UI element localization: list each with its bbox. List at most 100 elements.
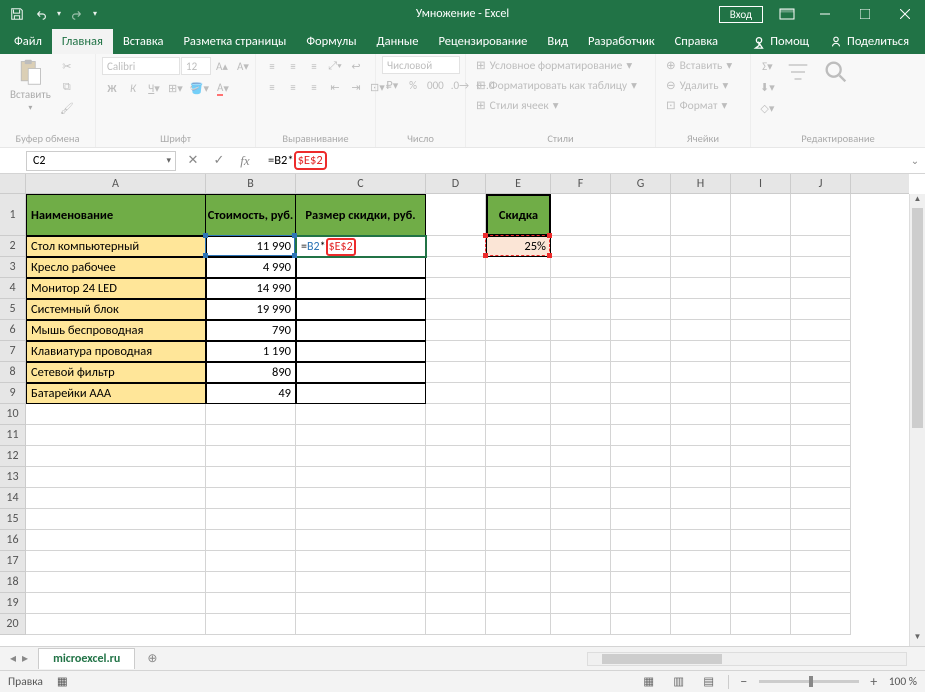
col-header-C[interactable]: C <box>296 174 426 193</box>
delete-cells-button[interactable]: ⊖ Удалить ▾ <box>662 76 732 95</box>
cell[interactable]: 49 <box>206 383 296 404</box>
tab-insert[interactable]: Вставка <box>113 29 174 54</box>
close-button[interactable] <box>885 0 925 28</box>
col-header-A[interactable]: A <box>26 174 206 193</box>
cell[interactable] <box>296 551 426 572</box>
name-box[interactable]: C2 <box>26 151 176 171</box>
cell[interactable] <box>296 299 426 320</box>
font-family-select[interactable] <box>102 57 180 75</box>
cell[interactable] <box>296 488 426 509</box>
cell[interactable] <box>791 320 851 341</box>
cell[interactable] <box>296 530 426 551</box>
cell[interactable]: Стол компьютерный <box>26 236 206 257</box>
cell[interactable] <box>791 299 851 320</box>
number-format-select[interactable] <box>382 56 460 74</box>
cell[interactable] <box>791 488 851 509</box>
tab-view[interactable]: Вид <box>537 29 578 54</box>
cell[interactable] <box>26 530 206 551</box>
cell[interactable] <box>731 425 791 446</box>
cell[interactable] <box>671 362 731 383</box>
cell[interactable]: Стоимость, руб. <box>206 194 296 236</box>
cell[interactable] <box>611 593 671 614</box>
cell[interactable] <box>731 257 791 278</box>
cell[interactable]: =B2* $E$2 <box>296 236 426 257</box>
cell[interactable] <box>611 383 671 404</box>
cell[interactable] <box>206 488 296 509</box>
cell[interactable] <box>551 488 611 509</box>
cell[interactable] <box>486 446 551 467</box>
align-left-icon[interactable]: ≡ <box>262 77 282 97</box>
align-center-icon[interactable]: ≡ <box>283 77 303 97</box>
cell[interactable] <box>551 320 611 341</box>
cell[interactable] <box>791 614 851 635</box>
cell[interactable] <box>551 425 611 446</box>
cell[interactable] <box>791 404 851 425</box>
cell[interactable] <box>671 593 731 614</box>
cell[interactable] <box>731 278 791 299</box>
font-size-select[interactable] <box>181 57 211 75</box>
cell[interactable] <box>551 509 611 530</box>
format-as-table-button[interactable]: ⊞ Форматировать как таблицу ▾ <box>472 76 641 95</box>
cell[interactable] <box>611 341 671 362</box>
cell[interactable] <box>671 425 731 446</box>
row-header-2[interactable]: 2 <box>0 236 25 257</box>
fill-color-icon[interactable]: 🪣▾ <box>187 78 212 98</box>
cell[interactable] <box>206 614 296 635</box>
cell[interactable] <box>426 551 486 572</box>
cell[interactable] <box>296 383 426 404</box>
conditional-formatting-button[interactable]: ⊞ Условное форматирование ▾ <box>472 56 636 75</box>
cell[interactable] <box>611 551 671 572</box>
cell[interactable] <box>671 530 731 551</box>
cell[interactable] <box>296 593 426 614</box>
increase-indent-icon[interactable]: ⇥ <box>346 77 366 97</box>
clear-icon[interactable]: ◇▾ <box>757 98 778 118</box>
cell[interactable] <box>551 593 611 614</box>
enter-formula-icon[interactable]: ✓ <box>210 153 228 169</box>
undo-icon[interactable] <box>30 3 52 25</box>
cell[interactable] <box>426 383 486 404</box>
tab-formulas[interactable]: Формулы <box>296 29 366 54</box>
cell[interactable]: 1 190 <box>206 341 296 362</box>
cell[interactable] <box>731 446 791 467</box>
autosum-icon[interactable]: Σ▾ <box>757 56 778 76</box>
row-header-3[interactable]: 3 <box>0 257 25 278</box>
cell[interactable] <box>611 509 671 530</box>
col-header-J[interactable]: J <box>791 174 851 193</box>
normal-view-icon[interactable]: ▦ <box>638 674 660 690</box>
decrease-font-icon[interactable]: A▾ <box>233 56 253 76</box>
cell[interactable] <box>731 320 791 341</box>
cell[interactable]: 25% <box>486 236 551 257</box>
row-header-16[interactable]: 16 <box>0 530 25 551</box>
cell[interactable] <box>731 509 791 530</box>
sort-filter-button[interactable] <box>780 56 816 88</box>
cell[interactable] <box>791 257 851 278</box>
cell[interactable] <box>486 530 551 551</box>
cell[interactable] <box>671 341 731 362</box>
horizontal-scroll-thumb[interactable] <box>602 654 722 664</box>
cell[interactable] <box>486 509 551 530</box>
cell[interactable] <box>426 614 486 635</box>
col-header-I[interactable]: I <box>731 174 791 193</box>
cell[interactable] <box>731 572 791 593</box>
cell[interactable] <box>26 551 206 572</box>
tab-developer[interactable]: Разработчик <box>578 29 665 54</box>
share-button[interactable]: Поделиться <box>819 29 919 54</box>
cell[interactable] <box>206 467 296 488</box>
cell[interactable] <box>671 467 731 488</box>
col-header-B[interactable]: B <box>206 174 296 193</box>
cell[interactable] <box>296 467 426 488</box>
row-header-11[interactable]: 11 <box>0 425 25 446</box>
row-header-1[interactable]: 1 <box>0 194 25 236</box>
cell[interactable]: Мышь беспроводная <box>26 320 206 341</box>
cell[interactable] <box>426 362 486 383</box>
login-button[interactable]: Вход <box>719 6 763 23</box>
cell[interactable] <box>731 194 791 236</box>
cell[interactable] <box>486 425 551 446</box>
row-header-17[interactable]: 17 <box>0 551 25 572</box>
cell[interactable] <box>426 446 486 467</box>
col-header-H[interactable]: H <box>671 174 731 193</box>
cell[interactable] <box>551 257 611 278</box>
cell[interactable]: Кресло рабочее <box>26 257 206 278</box>
cell[interactable] <box>26 509 206 530</box>
cell[interactable] <box>426 299 486 320</box>
